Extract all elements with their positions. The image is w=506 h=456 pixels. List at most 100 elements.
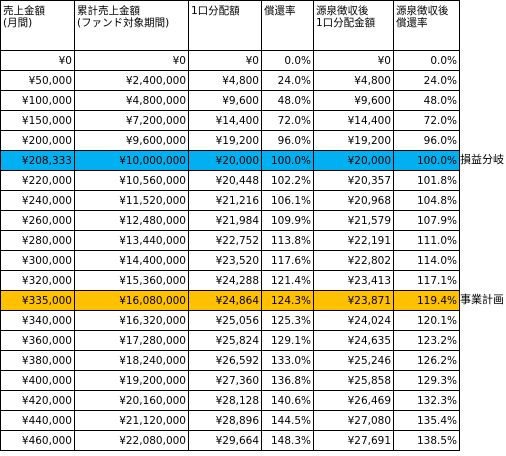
cell-net-redemption-rate: 135.4% <box>393 410 460 431</box>
cell-payout-per-unit: ¥9,600 <box>188 90 262 111</box>
table-row: ¥150,000 ¥7,200,000 ¥14,400 72.0% ¥14,400 72.… <box>0 110 460 131</box>
cell-net-payout-per-unit: ¥20,968 <box>313 190 394 211</box>
cell-cumulative-sales: ¥13,440,000 <box>74 230 189 251</box>
cell-net-redemption-rate: 48.0% <box>393 90 460 111</box>
cell-redemption-rate: 113.8% <box>261 230 314 251</box>
cell-monthly-sales: ¥335,000 <box>0 290 75 311</box>
cell-cumulative-sales: ¥4,800,000 <box>74 90 189 111</box>
table-row: ¥280,000 ¥13,440,000 ¥22,752 113.8% ¥22,191 1… <box>0 230 460 251</box>
table-row: ¥335,000 ¥16,080,000 ¥24,864 124.3% ¥23,871 1… <box>0 290 460 311</box>
cell-redemption-rate: 136.8% <box>261 370 314 391</box>
cell-payout-per-unit: ¥19,200 <box>188 130 262 151</box>
cell-cumulative-sales: ¥12,480,000 <box>74 210 189 231</box>
cell-monthly-sales: ¥380,000 <box>0 350 75 371</box>
table-row: ¥200,000 ¥9,600,000 ¥19,200 96.0% ¥19,200 96.… <box>0 130 460 151</box>
cell-net-redemption-rate: 138.5% <box>393 430 460 451</box>
cell-monthly-sales: ¥280,000 <box>0 230 75 251</box>
cell-cumulative-sales: ¥9,600,000 <box>74 130 189 151</box>
cell-monthly-sales: ¥440,000 <box>0 410 75 431</box>
cell-net-redemption-rate: 100.0% <box>393 150 460 171</box>
table-row: ¥260,000 ¥12,480,000 ¥21,984 109.9% ¥21,579 1… <box>0 210 460 231</box>
cell-payout-per-unit: ¥24,864 <box>188 290 262 311</box>
table-row: ¥440,000 ¥21,120,000 ¥28,896 144.5% ¥27,080 1… <box>0 410 460 431</box>
cell-payout-per-unit: ¥20,448 <box>188 170 262 191</box>
cell-net-redemption-rate: 96.0% <box>393 130 460 151</box>
row-annotation-label: 事業計画 <box>460 293 504 306</box>
cell-cumulative-sales: ¥18,240,000 <box>74 350 189 371</box>
row-annotation-label: 損益分岐 <box>460 153 504 166</box>
cell-cumulative-sales: ¥17,280,000 <box>74 330 189 351</box>
table-row: ¥0 ¥0 ¥0 0.0% ¥0 0.0% <box>0 50 460 71</box>
cell-net-payout-per-unit: ¥14,400 <box>313 110 394 131</box>
table-row: ¥400,000 ¥19,200,000 ¥27,360 136.8% ¥25,858 1… <box>0 370 460 391</box>
cell-net-payout-per-unit: ¥23,871 <box>313 290 394 311</box>
cell-net-payout-per-unit: ¥20,000 <box>313 150 394 171</box>
cell-monthly-sales: ¥240,000 <box>0 190 75 211</box>
cell-cumulative-sales: ¥2,400,000 <box>74 70 189 91</box>
cell-cumulative-sales: ¥7,200,000 <box>74 110 189 131</box>
cell-net-redemption-rate: 72.0% <box>393 110 460 131</box>
cell-net-redemption-rate: 111.0% <box>393 230 460 251</box>
table-row: ¥420,000 ¥20,160,000 ¥28,128 140.6% ¥26,469 1… <box>0 390 460 411</box>
cell-redemption-rate: 124.3% <box>261 290 314 311</box>
cell-net-payout-per-unit: ¥25,858 <box>313 370 394 391</box>
cell-payout-per-unit: ¥21,216 <box>188 190 262 211</box>
cell-net-payout-per-unit: ¥24,635 <box>313 330 394 351</box>
cell-net-payout-per-unit: ¥0 <box>313 50 394 71</box>
cell-net-payout-per-unit: ¥23,413 <box>313 270 394 291</box>
cell-net-redemption-rate: 120.1% <box>393 310 460 331</box>
cell-net-redemption-rate: 132.3% <box>393 390 460 411</box>
cell-monthly-sales: ¥260,000 <box>0 210 75 231</box>
cell-cumulative-sales: ¥14,400,000 <box>74 250 189 271</box>
cell-payout-per-unit: ¥0 <box>188 50 262 71</box>
cell-redemption-rate: 106.1% <box>261 190 314 211</box>
cell-net-payout-per-unit: ¥24,024 <box>313 310 394 331</box>
cell-cumulative-sales: ¥19,200,000 <box>74 370 189 391</box>
header-net-payout-per-unit: 源泉徴収後 1口分配金額 <box>313 0 394 51</box>
cell-monthly-sales: ¥340,000 <box>0 310 75 331</box>
cell-net-payout-per-unit: ¥27,080 <box>313 410 394 431</box>
cell-cumulative-sales: ¥21,120,000 <box>74 410 189 431</box>
cell-monthly-sales: ¥300,000 <box>0 250 75 271</box>
cell-monthly-sales: ¥50,000 <box>0 70 75 91</box>
table-row: ¥340,000 ¥16,320,000 ¥25,056 125.3% ¥24,024 1… <box>0 310 460 331</box>
table-row: ¥50,000 ¥2,400,000 ¥4,800 24.0% ¥4,800 24.0% <box>0 70 460 91</box>
cell-monthly-sales: ¥0 <box>0 50 75 71</box>
cell-redemption-rate: 0.0% <box>261 50 314 71</box>
cell-payout-per-unit: ¥21,984 <box>188 210 262 231</box>
cell-cumulative-sales: ¥22,080,000 <box>74 430 189 451</box>
table-row: ¥300,000 ¥14,400,000 ¥23,520 117.6% ¥22,802 1… <box>0 250 460 271</box>
cell-net-redemption-rate: 101.8% <box>393 170 460 191</box>
header-net-redemption-rate: 源泉徴収後 償還率 <box>393 0 460 51</box>
cell-monthly-sales: ¥150,000 <box>0 110 75 131</box>
cell-monthly-sales: ¥100,000 <box>0 90 75 111</box>
cell-redemption-rate: 129.1% <box>261 330 314 351</box>
cell-redemption-rate: 121.4% <box>261 270 314 291</box>
cell-redemption-rate: 125.3% <box>261 310 314 331</box>
cell-redemption-rate: 100.0% <box>261 150 314 171</box>
cell-redemption-rate: 24.0% <box>261 70 314 91</box>
cell-cumulative-sales: ¥15,360,000 <box>74 270 189 291</box>
cell-cumulative-sales: ¥10,000,000 <box>74 150 189 171</box>
cell-monthly-sales: ¥460,000 <box>0 430 75 451</box>
cell-redemption-rate: 109.9% <box>261 210 314 231</box>
cell-net-payout-per-unit: ¥19,200 <box>313 130 394 151</box>
cell-payout-per-unit: ¥28,896 <box>188 410 262 431</box>
cell-net-redemption-rate: 126.2% <box>393 350 460 371</box>
cell-redemption-rate: 48.0% <box>261 90 314 111</box>
table-row: ¥360,000 ¥17,280,000 ¥25,824 129.1% ¥24,635 1… <box>0 330 460 351</box>
cell-monthly-sales: ¥420,000 <box>0 390 75 411</box>
cell-net-payout-per-unit: ¥20,357 <box>313 170 394 191</box>
cell-redemption-rate: 133.0% <box>261 350 314 371</box>
cell-net-payout-per-unit: ¥22,802 <box>313 250 394 271</box>
cell-payout-per-unit: ¥20,000 <box>188 150 262 171</box>
cell-net-payout-per-unit: ¥21,579 <box>313 210 394 231</box>
header-payout-per-unit: 1口分配額 <box>188 0 262 51</box>
header-redemption-rate: 償還率 <box>261 0 314 51</box>
cell-net-redemption-rate: 104.8% <box>393 190 460 211</box>
cell-monthly-sales: ¥220,000 <box>0 170 75 191</box>
cell-cumulative-sales: ¥0 <box>74 50 189 71</box>
cell-payout-per-unit: ¥23,520 <box>188 250 262 271</box>
payout-table: 売上金額 (月間) 累計売上金額 (ファンド対象期間) 1口分配額 償還率 源泉… <box>0 0 460 451</box>
